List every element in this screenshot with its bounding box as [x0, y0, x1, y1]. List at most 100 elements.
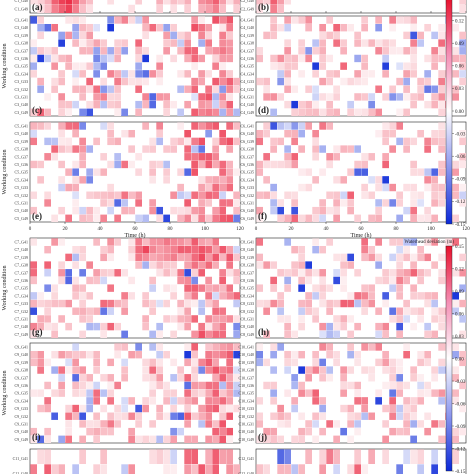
heatmap-cell [333, 206, 340, 215]
heatmap-cell [298, 350, 305, 359]
heatmap-cell [205, 238, 212, 246]
heatmap-cell [184, 191, 191, 199]
heatmap-cell [107, 23, 114, 32]
heatmap-cell [135, 350, 142, 359]
heatmap-cell [205, 381, 212, 390]
heatmap-cell [79, 4, 86, 13]
heatmap-cell [219, 191, 226, 199]
heatmap-cell [263, 307, 270, 315]
heatmap-cell [410, 420, 417, 428]
heatmap-cell [44, 0, 51, 5]
heatmap-cell [396, 245, 403, 254]
heatmap-cell [382, 199, 389, 207]
row-label: C4_G34 [240, 71, 254, 76]
heatmap-cell [226, 404, 233, 413]
row-label: C3_G37 [14, 48, 28, 53]
heatmap-cell [156, 23, 163, 32]
heatmap-cell [291, 199, 298, 207]
heatmap-cell [93, 420, 100, 428]
heatmap-cell [72, 350, 79, 359]
heatmap-cell [198, 412, 205, 420]
heatmap-cell [305, 183, 312, 192]
heatmap-cell [340, 77, 347, 86]
heatmap-cell [226, 168, 233, 176]
heatmap-cell [354, 449, 361, 464]
heatmap-cell [270, 4, 277, 13]
heatmap-cell [65, 122, 72, 130]
heatmap-cell [226, 350, 233, 359]
row-label: C3_G38 [14, 41, 28, 46]
heatmap-cell [382, 129, 389, 138]
heatmap-cell [396, 307, 403, 315]
heatmap-cell [107, 253, 114, 262]
heatmap-cell [58, 54, 65, 63]
heatmap-cell [219, 343, 226, 351]
heatmap-cell [79, 93, 86, 101]
heatmap-cell [382, 299, 389, 308]
heatmap-cell [319, 269, 326, 277]
heatmap-cell [212, 191, 219, 199]
heatmap-cell [149, 276, 156, 285]
heatmap-cell [198, 199, 205, 207]
heatmap-cell [354, 93, 361, 101]
heatmap-cell [163, 100, 170, 109]
heatmap-cell [291, 191, 298, 199]
heatmap-cell [44, 108, 51, 116]
heatmap-cell [305, 276, 312, 285]
heatmap-cell [107, 374, 114, 382]
heatmap-cell [438, 39, 445, 47]
heatmap-cell [212, 420, 219, 428]
heatmap-cell [410, 322, 417, 331]
heatmap-cell [410, 23, 417, 32]
heatmap-cell [184, 315, 191, 323]
heatmap-cell [93, 238, 100, 246]
heatmap-cell [403, 93, 410, 101]
x-tick-label: 60 [359, 227, 365, 232]
heatmap-cell [226, 284, 233, 292]
heatmap-cell [417, 77, 424, 86]
heatmap-cell [291, 269, 298, 277]
heatmap-cell [212, 435, 219, 443]
heatmap-cell [219, 70, 226, 78]
heatmap-cell [37, 108, 44, 116]
heatmap-cell [382, 350, 389, 359]
heatmap-cell [270, 276, 277, 285]
heatmap-cell [142, 315, 149, 323]
heatmap-cell [177, 85, 184, 93]
heatmap-cell [452, 214, 459, 222]
heatmap-cell [44, 269, 51, 277]
heatmap-cell [389, 129, 396, 138]
heatmap-cell [424, 77, 431, 86]
heatmap-cell [156, 449, 163, 464]
heatmap-cell [114, 191, 121, 199]
heatmap-cell [149, 420, 156, 428]
heatmap-cell [212, 350, 219, 359]
heatmap-cell [326, 322, 333, 331]
heatmap-cell [212, 261, 219, 269]
heatmap-cell [37, 389, 44, 397]
heatmap-cell [72, 70, 79, 78]
heatmap-cell [270, 31, 277, 40]
heatmap-cell [389, 199, 396, 207]
heatmap-cell [431, 85, 438, 93]
heatmap-cell [326, 206, 333, 215]
y-axis-label: Working condition [2, 43, 8, 88]
row-label: C8_G41 [240, 240, 254, 245]
heatmap-cell [284, 0, 291, 5]
row-label: C8_G37 [240, 270, 254, 275]
row-label: C10_G49 [238, 437, 254, 442]
heatmap-cell [205, 153, 212, 161]
heatmap-cell [291, 464, 298, 474]
heatmap-cell [417, 191, 424, 199]
heatmap-cell [72, 199, 79, 207]
heatmap-cell [340, 404, 347, 413]
heatmap-cell [396, 322, 403, 331]
heatmap-cell [177, 31, 184, 40]
heatmap-cell [319, 77, 326, 86]
heatmap-cell [114, 70, 121, 78]
heatmap-cell [226, 358, 233, 367]
heatmap-cell [459, 47, 466, 55]
heatmap-cell [184, 153, 191, 161]
heatmap-cell [284, 39, 291, 47]
row-label: C6_G38 [240, 147, 254, 152]
